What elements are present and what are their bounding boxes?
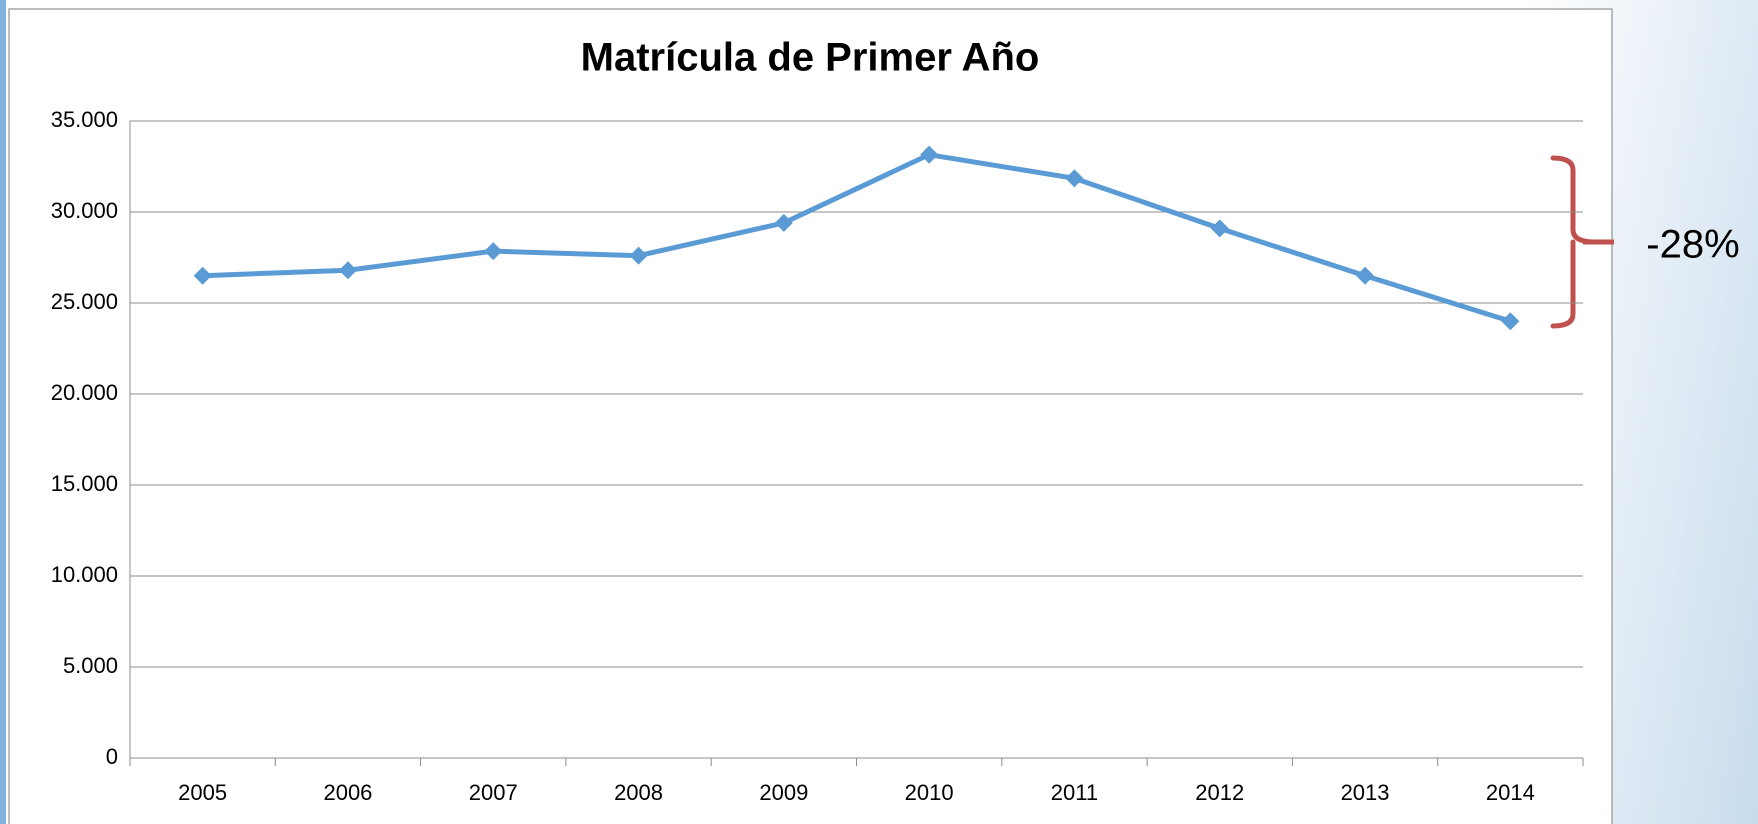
marker bbox=[1356, 266, 1375, 285]
marker bbox=[338, 261, 357, 280]
x-tick-label: 2013 bbox=[1341, 780, 1390, 805]
marker bbox=[193, 266, 212, 285]
y-tick-label: 35.000 bbox=[51, 107, 118, 132]
x-tick-label: 2011 bbox=[1051, 780, 1098, 805]
marker bbox=[1501, 312, 1520, 331]
y-tick-label: 25.000 bbox=[51, 289, 118, 314]
y-tick-label: 0 bbox=[106, 744, 118, 769]
x-tick-label: 2009 bbox=[759, 780, 808, 805]
x-tick-label: 2008 bbox=[614, 780, 663, 805]
x-tick-label: 2014 bbox=[1486, 780, 1535, 805]
left-edge bbox=[0, 0, 6, 824]
y-tick-label: 30.000 bbox=[51, 198, 118, 223]
chart-title: Matrícula de Primer Año bbox=[581, 36, 1040, 80]
x-tick-label: 2007 bbox=[469, 780, 518, 805]
chart-area bbox=[8, 8, 1613, 824]
marker bbox=[629, 246, 648, 265]
y-tick-label: 20.000 bbox=[51, 380, 118, 405]
y-tick-label: 10.000 bbox=[51, 562, 118, 587]
line bbox=[202, 152, 1512, 324]
marker bbox=[484, 242, 503, 261]
marker bbox=[774, 213, 793, 232]
marker bbox=[1210, 219, 1229, 238]
x-tick-label: 2012 bbox=[1195, 780, 1244, 805]
x-tick-label: 2010 bbox=[905, 780, 954, 805]
x-tick-label: 2005 bbox=[178, 780, 227, 805]
annotation: -28% bbox=[1646, 223, 1739, 267]
y-tick-label: 15.000 bbox=[51, 471, 118, 496]
y-tick-label: 5.000 bbox=[63, 653, 118, 678]
marker bbox=[1065, 169, 1084, 188]
x-tick-label: 2006 bbox=[323, 780, 372, 805]
marker bbox=[920, 145, 939, 164]
